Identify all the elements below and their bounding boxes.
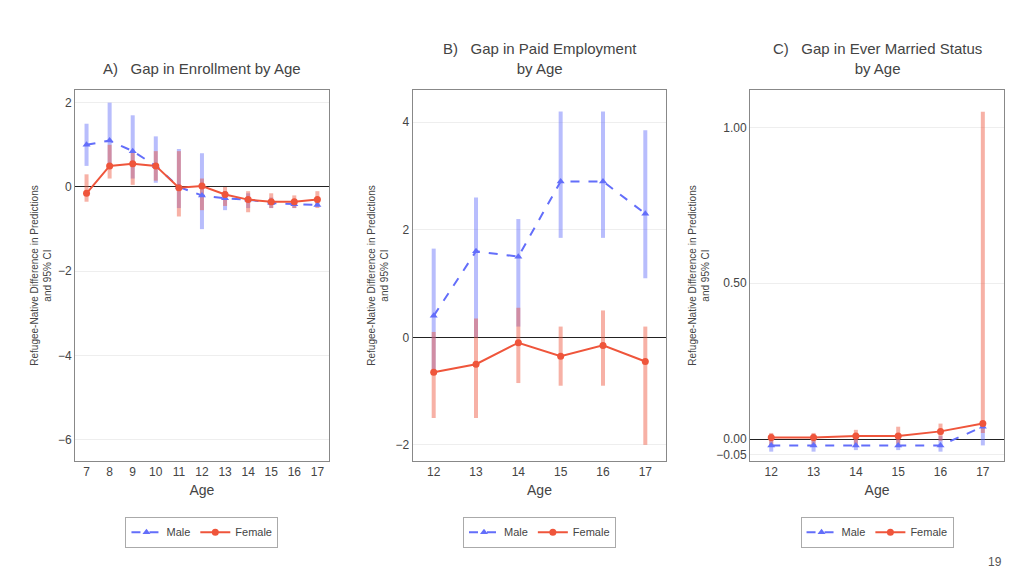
svg-text:12: 12 bbox=[427, 465, 441, 479]
svg-text:14: 14 bbox=[849, 465, 863, 479]
svg-text:Female: Female bbox=[910, 526, 947, 538]
svg-text:1.00: 1.00 bbox=[723, 121, 747, 135]
svg-text:−2: −2 bbox=[395, 438, 409, 452]
svg-text:4: 4 bbox=[402, 115, 409, 129]
svg-text:0: 0 bbox=[65, 180, 72, 194]
svg-text:Male: Male bbox=[504, 526, 528, 538]
svg-text:−6: −6 bbox=[58, 433, 72, 447]
svg-text:13: 13 bbox=[807, 465, 821, 479]
svg-text:10: 10 bbox=[149, 465, 163, 479]
svg-text:Male: Male bbox=[166, 526, 190, 538]
svg-text:−2: −2 bbox=[58, 264, 72, 278]
svg-text:B) Gap in Paid Employmentby: B) Gap in Paid Employmentby Age bbox=[443, 40, 637, 77]
svg-text:C) Gap in Ever Married Statu: C) Gap in Ever Married Statusby Age bbox=[773, 40, 982, 77]
svg-text:0.00: 0.00 bbox=[723, 432, 747, 446]
svg-text:15: 15 bbox=[892, 465, 906, 479]
svg-text:19: 19 bbox=[988, 555, 1002, 569]
svg-text:Age: Age bbox=[190, 482, 215, 498]
svg-text:−0.05: −0.05 bbox=[716, 448, 747, 462]
svg-text:14: 14 bbox=[512, 465, 526, 479]
svg-text:13: 13 bbox=[469, 465, 483, 479]
svg-text:17: 17 bbox=[639, 465, 653, 479]
svg-text:15: 15 bbox=[554, 465, 568, 479]
svg-text:8: 8 bbox=[106, 465, 113, 479]
svg-text:Refugee-Native Difference in P: Refugee-Native Difference in Predictions… bbox=[29, 185, 53, 365]
svg-text:15: 15 bbox=[265, 465, 279, 479]
svg-text:11: 11 bbox=[173, 465, 186, 479]
svg-text:7: 7 bbox=[83, 465, 90, 479]
svg-text:−4: −4 bbox=[58, 349, 72, 363]
svg-text:Age: Age bbox=[527, 482, 552, 498]
svg-text:Refugee-Native Difference in P: Refugee-Native Difference in Predictions… bbox=[366, 185, 390, 365]
svg-text:0.50: 0.50 bbox=[723, 276, 747, 290]
svg-text:Female: Female bbox=[573, 526, 610, 538]
svg-text:16: 16 bbox=[934, 465, 948, 479]
svg-text:Age: Age bbox=[865, 482, 890, 498]
svg-text:17: 17 bbox=[976, 465, 990, 479]
svg-text:0: 0 bbox=[402, 331, 409, 345]
svg-text:Refugee-Native Difference in P: Refugee-Native Difference in Predictions… bbox=[687, 185, 711, 365]
svg-text:14: 14 bbox=[241, 465, 255, 479]
svg-text:9: 9 bbox=[129, 465, 136, 479]
svg-text:Female: Female bbox=[235, 526, 272, 538]
svg-text:12: 12 bbox=[195, 465, 209, 479]
svg-text:16: 16 bbox=[288, 465, 302, 479]
svg-text:16: 16 bbox=[596, 465, 610, 479]
svg-text:2: 2 bbox=[65, 96, 72, 110]
svg-text:Male: Male bbox=[842, 526, 866, 538]
svg-text:2: 2 bbox=[402, 223, 409, 237]
svg-text:13: 13 bbox=[218, 465, 232, 479]
svg-text:12: 12 bbox=[765, 465, 779, 479]
svg-text:17: 17 bbox=[311, 465, 325, 479]
svg-text:A) Gap in Enrollment by Age: A) Gap in Enrollment by Age bbox=[103, 60, 301, 77]
